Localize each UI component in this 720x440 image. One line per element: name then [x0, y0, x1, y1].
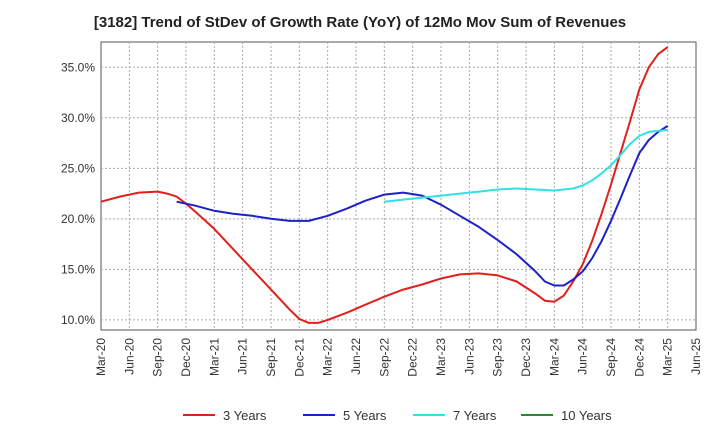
x-tick-label: Mar-22 — [321, 338, 335, 376]
x-tick-label: Jun-24 — [576, 338, 590, 375]
y-tick-label: 15.0% — [61, 262, 95, 276]
x-tick-label: Sep-20 — [151, 338, 165, 377]
x-tick-label: Mar-20 — [94, 338, 108, 376]
legend-label: 5 Years — [343, 408, 387, 423]
x-tick-label: Dec-20 — [179, 338, 193, 377]
x-tick-label: Dec-24 — [632, 338, 646, 377]
x-tick-label: Sep-23 — [491, 338, 505, 377]
plot-area — [100, 41, 697, 331]
series-line-3-years — [100, 46, 669, 324]
y-tick-label: 35.0% — [61, 60, 95, 74]
x-tick-label: Jun-22 — [349, 338, 363, 375]
y-tick-label: 10.0% — [61, 313, 95, 327]
x-tick-label: Dec-22 — [406, 338, 420, 377]
series-line-7-years — [384, 128, 668, 203]
x-tick-label: Mar-23 — [434, 338, 448, 376]
x-tick-label: Mar-25 — [661, 338, 675, 376]
legend-label: 3 Years — [223, 408, 267, 423]
legend-label: 10 Years — [561, 408, 612, 423]
x-tick-label: Sep-22 — [377, 338, 391, 377]
x-tick-label: Jun-23 — [462, 338, 476, 375]
y-tick-label: 30.0% — [61, 111, 95, 125]
y-tick-label: 20.0% — [61, 212, 95, 226]
x-tick-label: Mar-24 — [547, 338, 561, 376]
x-tick-label: Dec-21 — [292, 338, 306, 377]
x-tick-label: Mar-21 — [207, 338, 221, 376]
x-tick-label: Jun-20 — [122, 338, 136, 375]
series-line-5-years — [176, 125, 669, 287]
y-tick-label: 25.0% — [61, 161, 95, 175]
x-tick-label: Jun-21 — [236, 338, 250, 375]
legend-label: 7 Years — [453, 408, 497, 423]
x-tick-label: Jun-25 — [689, 338, 703, 375]
chart-title: [3182] Trend of StDev of Growth Rate (Yo… — [93, 14, 627, 31]
x-tick-label: Dec-23 — [519, 338, 533, 377]
x-tick-label: Sep-21 — [264, 338, 278, 377]
x-tick-label: Sep-24 — [604, 338, 618, 377]
